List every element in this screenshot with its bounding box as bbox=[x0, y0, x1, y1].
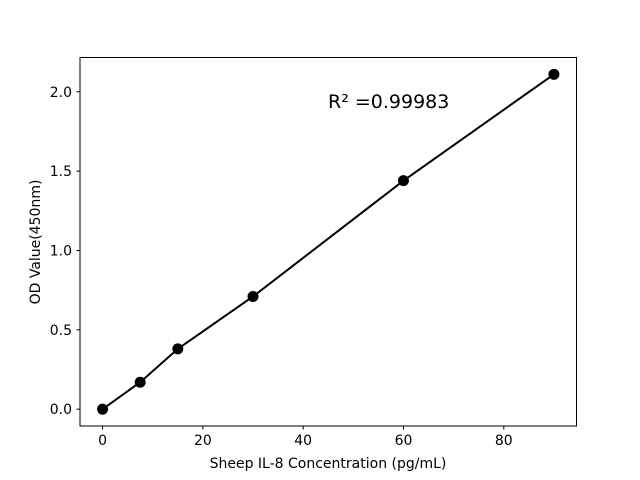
data-point bbox=[172, 343, 184, 355]
x-tick-label: 80 bbox=[495, 433, 513, 449]
data-point bbox=[548, 68, 560, 80]
x-tick-label: 0 bbox=[98, 433, 107, 449]
x-tick-label: 20 bbox=[194, 433, 212, 449]
y-axis-label: OD Value(450nm) bbox=[28, 180, 44, 305]
data-point bbox=[97, 403, 109, 415]
data-point bbox=[134, 376, 146, 388]
y-tick-label: 0.0 bbox=[50, 402, 72, 418]
y-tick-label: 1.0 bbox=[50, 243, 72, 259]
plot-frame bbox=[79, 57, 577, 427]
x-tick-label: 40 bbox=[294, 433, 312, 449]
y-tick-label: 1.5 bbox=[50, 164, 72, 180]
y-tick-label: 0.5 bbox=[50, 323, 72, 339]
data-point bbox=[247, 291, 259, 303]
x-axis-label: Sheep IL-8 Concentration (pg/mL) bbox=[210, 456, 447, 472]
plot-area: 0 20 40 60 80 0.0 0.5 1.0 1.5 2.0 bbox=[50, 57, 577, 449]
data-point bbox=[397, 175, 409, 187]
r-squared-annotation: R² =0.99983 bbox=[328, 91, 449, 113]
y-tick-label: 2.0 bbox=[50, 85, 72, 101]
x-tick-label: 60 bbox=[395, 433, 413, 449]
standard-curve-line bbox=[101, 73, 555, 410]
